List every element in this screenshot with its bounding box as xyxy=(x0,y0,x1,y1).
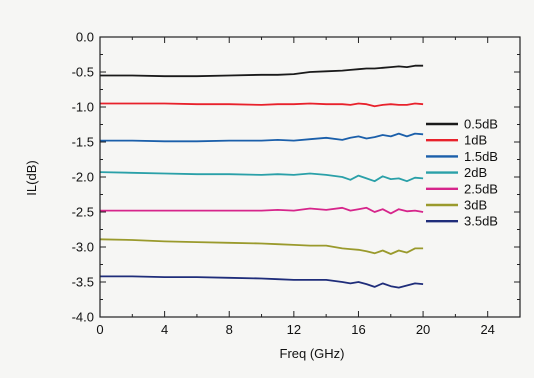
series-line-1.5dB xyxy=(100,132,424,143)
x-axis-ticks: 0 4 8 12 16 20 24 xyxy=(96,37,521,337)
series-line-1dB xyxy=(100,102,424,108)
series-line-2dB xyxy=(99,171,424,183)
x-tick-label: 24 xyxy=(480,322,494,337)
series-layer xyxy=(99,64,424,289)
y-tick-label: -4.0 xyxy=(72,310,94,325)
plot-border xyxy=(99,36,521,318)
series-line-3.5dB xyxy=(100,275,424,289)
y-tick-label: -1.0 xyxy=(72,100,94,115)
x-tick-label: 0 xyxy=(96,322,103,337)
x-tick-label: 20 xyxy=(416,322,430,337)
y-axis-label: IL(dB) xyxy=(24,160,39,195)
legend-label: 2.5dB xyxy=(464,181,498,196)
series-line-3dB xyxy=(99,238,424,255)
series-line-2.5dB xyxy=(100,206,424,215)
x-tick-label: 8 xyxy=(226,322,233,337)
y-tick-label: -3.0 xyxy=(72,240,94,255)
y-tick-label: -2.0 xyxy=(72,170,94,185)
y-tick-label: -1.5 xyxy=(72,135,94,150)
y-tick-label: -0.5 xyxy=(72,65,94,80)
series-line-0.5dB xyxy=(100,64,424,78)
legend-label: 1dB xyxy=(464,133,487,148)
x-axis-label: Freq (GHz) xyxy=(280,346,345,361)
x-tick-label: 12 xyxy=(287,322,301,337)
x-tick-label: 16 xyxy=(351,322,365,337)
legend-label: 3.5dB xyxy=(464,214,498,229)
x-tick-label: 4 xyxy=(161,322,168,337)
y-tick-label: 0.0 xyxy=(76,30,94,45)
y-tick-label: -2.5 xyxy=(72,205,94,220)
y-axis-ticks: 0.0 -0.5 -1.0 -1.5 -2.0 -2.5 -3.0 -3.5 -4.0 xyxy=(72,30,520,325)
plot-frame xyxy=(99,36,521,318)
legend-label: 3dB xyxy=(464,198,487,213)
legend-label: 1.5dB xyxy=(464,149,498,164)
legend-label: 2dB xyxy=(464,165,487,180)
legend-label: 0.5dB xyxy=(464,117,498,132)
y-tick-label: -3.5 xyxy=(72,275,94,290)
